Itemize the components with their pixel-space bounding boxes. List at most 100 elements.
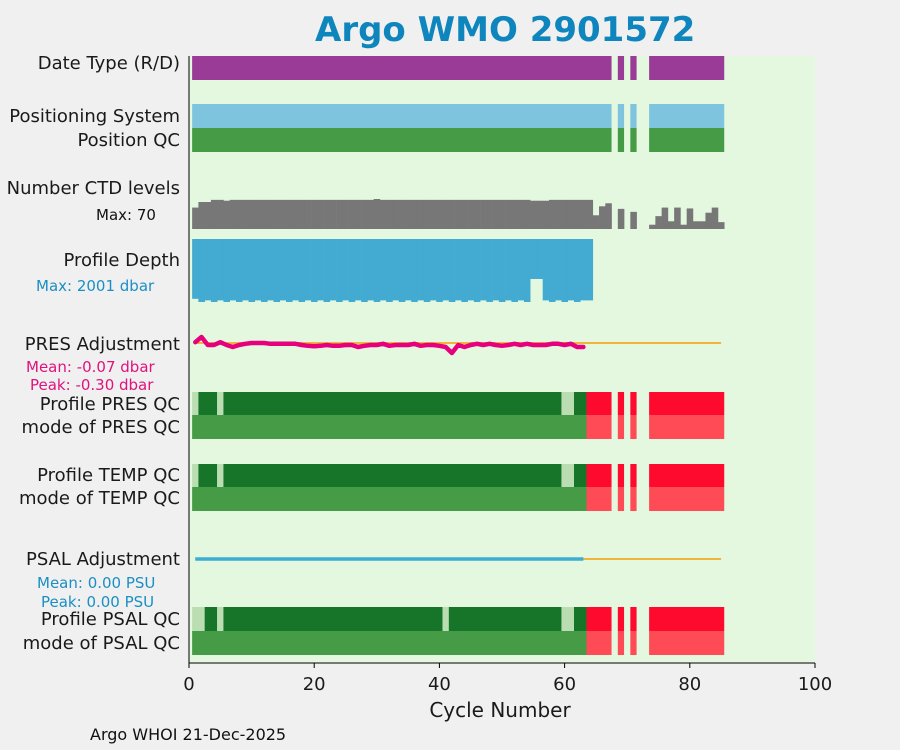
x-tick-label: 0 xyxy=(183,674,195,695)
positioning-segment xyxy=(630,104,637,128)
ctd-level-bar xyxy=(260,199,268,229)
date-type-segment xyxy=(630,56,637,80)
profile-depth-bar xyxy=(404,239,412,301)
profile-psal-qc-segment xyxy=(586,607,612,631)
row-label-psal-adjustment: PSAL Adjustment xyxy=(25,549,180,570)
profile-depth-bar xyxy=(329,239,337,301)
ctd-level-bar xyxy=(223,200,230,229)
ctd-level-bar xyxy=(442,199,450,229)
ctd-level-bar xyxy=(423,199,431,229)
profile-psal-qc-segment xyxy=(192,607,205,631)
profile-depth-bar xyxy=(530,239,537,279)
psal-mean-label: Mean: 0.00 PSU xyxy=(37,574,156,592)
ctd-level-bar xyxy=(348,199,356,229)
ctd-level-bar xyxy=(448,199,456,229)
profile-depth-bar xyxy=(210,239,218,302)
ctd-level-bar xyxy=(599,206,606,229)
row-label-ctd-levels: Number CTD levels xyxy=(6,178,180,199)
date-type-segment xyxy=(649,56,725,80)
profile-psal-qc-segment xyxy=(630,607,637,631)
position-qc-segment xyxy=(630,128,637,152)
ctd-level-bar xyxy=(592,215,600,229)
mode-pres-qc-segment xyxy=(586,415,612,439)
ctd-level-bar xyxy=(286,199,293,229)
mode-psal-qc-segment xyxy=(586,631,612,655)
ctd-level-bar xyxy=(674,207,681,229)
profile-depth-bar xyxy=(198,239,205,302)
profile-depth-bar xyxy=(411,239,418,302)
ctd-level-bar xyxy=(530,200,537,229)
ctd-level-bar xyxy=(699,221,706,229)
ctd-level-bar xyxy=(455,199,462,229)
profile-depth-bar xyxy=(505,239,512,301)
profile-depth-bar xyxy=(555,239,562,301)
profile-depth-bar xyxy=(192,239,199,299)
profile-depth-bar xyxy=(279,239,287,301)
row-label-profile-depth: Profile Depth xyxy=(63,250,180,271)
profile-depth-bar xyxy=(548,239,556,302)
profile-temp-qc-segment xyxy=(198,464,218,487)
ctd-level-bar xyxy=(386,199,393,229)
mode-temp-qc-segment xyxy=(586,487,612,511)
ctd-level-bar xyxy=(404,199,412,229)
ctd-level-bar xyxy=(680,224,687,229)
ctd-level-bar xyxy=(273,199,281,229)
ctd-level-bar xyxy=(655,216,662,229)
ctd-max-label: Max: 70 xyxy=(96,206,156,224)
ctd-level-bar xyxy=(198,202,205,229)
profile-depth-bar xyxy=(580,239,587,301)
ctd-level-bar xyxy=(473,199,481,229)
ctd-level-bar xyxy=(523,199,531,229)
ctd-level-bar xyxy=(573,199,581,229)
profile-pres-qc-segment xyxy=(586,392,612,415)
ctd-level-bar xyxy=(498,199,506,229)
profile-pres-qc-segment xyxy=(649,392,725,415)
profile-depth-bar xyxy=(311,239,318,302)
pres-adjustment-line xyxy=(193,334,586,356)
footer-credit: Argo WHOI 21-Dec-2025 xyxy=(90,725,287,744)
profile-depth-bar xyxy=(242,239,249,301)
ctd-level-bar xyxy=(630,211,637,229)
mode-psal-qc-segment xyxy=(630,631,637,655)
row-label-mode-psal-qc: mode of PSAL QC xyxy=(22,633,180,654)
profile-depth-bar xyxy=(342,239,349,301)
profile-depth-bar xyxy=(292,239,299,301)
ctd-level-bar xyxy=(705,212,713,229)
pres-mean-label: Mean: -0.07 dbar xyxy=(26,358,155,376)
ctd-level-bar xyxy=(379,199,387,229)
ctd-level-bar xyxy=(548,199,556,229)
ctd-level-bar xyxy=(567,199,575,229)
row-label-mode-temp-qc: mode of TEMP QC xyxy=(18,488,180,509)
profile-temp-qc-segment xyxy=(561,464,574,487)
profile-pres-qc-segment xyxy=(561,392,574,415)
mode-temp-qc-segment xyxy=(617,487,625,511)
ctd-level-bar xyxy=(617,208,625,229)
mode-psal-qc-segment xyxy=(617,631,625,655)
ctd-level-bar xyxy=(417,199,425,229)
mode-psal-qc-segment xyxy=(649,631,725,655)
ctd-level-bar xyxy=(536,200,543,229)
profile-depth-bar xyxy=(223,239,230,302)
profile-temp-qc-segment xyxy=(649,464,725,487)
profile-pres-qc-segment xyxy=(617,392,625,415)
profile-depth-bar xyxy=(461,239,468,302)
profile-depth-bar xyxy=(373,239,381,302)
profile-pres-qc-segment xyxy=(573,392,587,415)
ctd-level-bar xyxy=(392,199,400,229)
profile-depth-bar xyxy=(298,239,306,302)
profile-depth-bar xyxy=(235,239,243,302)
profile-depth-bar xyxy=(273,239,281,302)
profile-depth-bar xyxy=(317,239,324,301)
ctd-level-bar xyxy=(398,199,406,229)
x-tick-label: 20 xyxy=(302,674,326,695)
profile-depth-bar xyxy=(523,239,531,302)
plot-area xyxy=(189,56,815,663)
ctd-level-bar xyxy=(667,221,675,229)
x-tick-label: 100 xyxy=(797,674,833,695)
ctd-level-bar xyxy=(217,199,224,229)
ctd-level-bar xyxy=(192,207,199,229)
ctd-level-bar xyxy=(686,208,694,229)
profile-depth-bar xyxy=(323,239,331,302)
row-label-pres-adjustment: PRES Adjustment xyxy=(24,334,180,355)
profile-depth-bar xyxy=(517,239,525,301)
